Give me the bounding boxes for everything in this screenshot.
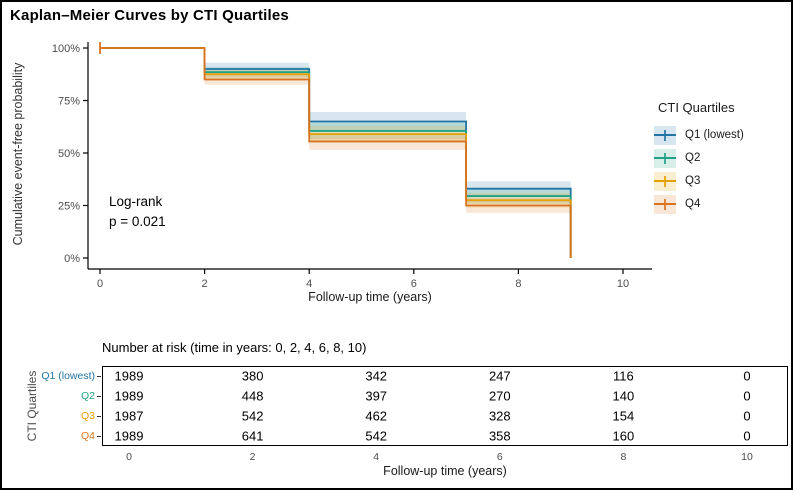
risk-count-cell: 462 — [365, 408, 388, 424]
risk-x-tick-label: 2 — [249, 451, 256, 463]
risk-row-tick — [97, 416, 101, 417]
x-tick-label: 0 — [97, 278, 103, 290]
legend-label: Q2 — [685, 152, 701, 164]
risk-x-tick-label: 8 — [620, 451, 627, 463]
risk-count-cell: 358 — [488, 428, 511, 444]
risk-count-cell: 542 — [365, 428, 388, 444]
risk-count-cell: 0 — [743, 368, 751, 384]
risk-count-cell: 270 — [488, 388, 511, 404]
y-tick-label: 100% — [52, 43, 80, 55]
risk-count-cell: 542 — [241, 408, 264, 424]
risk-count-cell: 154 — [612, 408, 635, 424]
x-tick-label: 8 — [515, 278, 521, 290]
risk-table-title: Number at risk (time in years: 0, 2, 4, … — [102, 340, 367, 355]
x-tick-label: 6 — [411, 278, 417, 290]
legend-key-icon — [654, 171, 676, 191]
risk-row-label-q1: Q1 (lowest) — [41, 370, 95, 382]
risk-row-label-q4: Q4 — [80, 430, 95, 442]
legend-key-icon — [654, 125, 676, 145]
risk-table-x-axis-title: Follow-up time (years) — [383, 464, 507, 478]
risk-x-tick-label: 6 — [496, 451, 503, 463]
x-tick-label: 10 — [617, 278, 629, 290]
risk-count-cell: 140 — [612, 388, 635, 404]
y-tick-label: 50% — [58, 148, 80, 160]
logrank-label: Log-rank — [109, 194, 163, 209]
risk-x-tick-label: 10 — [741, 451, 753, 463]
risk-x-tick-label: 0 — [126, 451, 132, 463]
x-axis-title: Follow-up time (years) — [308, 290, 432, 304]
km-curve-3 — [100, 47, 572, 258]
legend-item-q3: Q3 — [654, 171, 791, 191]
x-tick-label: 4 — [306, 278, 312, 290]
risk-count-cell: 160 — [612, 428, 635, 444]
risk-count-cell: 1987 — [114, 408, 144, 424]
km-curve-1 — [100, 47, 572, 258]
risk-count-cell: 0 — [743, 388, 751, 404]
risk-row-label-q3: Q3 — [80, 410, 95, 422]
legend-label: Q3 — [685, 175, 701, 187]
legend-key-icon — [654, 148, 676, 168]
legend-label: Q4 — [685, 198, 701, 210]
risk-count-cell: 328 — [488, 408, 511, 424]
legend-key-cross — [664, 175, 666, 187]
risk-count-cell: 0 — [743, 428, 751, 444]
risk-row-tick — [97, 396, 101, 397]
legend-key-icon — [654, 194, 676, 214]
risk-count-cell: 448 — [241, 388, 264, 404]
legend-item-q1: Q1 (lowest) — [654, 125, 791, 145]
km-curve-2 — [100, 47, 572, 258]
risk-count-cell: 1989 — [114, 388, 144, 404]
risk-count-cell: 641 — [241, 428, 264, 444]
legend-item-q2: Q2 — [654, 148, 791, 168]
legend-items: Q1 (lowest) Q2 Q3 Q4 — [654, 125, 791, 214]
risk-count-cell: 380 — [241, 368, 264, 384]
risk-count-cell: 397 — [365, 388, 388, 404]
risk-x-tick-label: 4 — [373, 451, 380, 463]
legend-title: CTI Quartiles — [658, 100, 735, 115]
risk-count-cell: 1989 — [114, 428, 144, 444]
legend-key-cross — [664, 152, 666, 164]
y-tick-label: 0% — [64, 253, 80, 265]
risk-count-cell: 247 — [488, 368, 511, 384]
x-tick-label: 2 — [202, 278, 208, 290]
legend-item-q4: Q4 — [654, 194, 791, 214]
legend-label: Q1 (lowest) — [685, 129, 744, 141]
legend: CTI Quartiles Q1 (lowest) Q2 Q3 Q4 — [654, 100, 791, 217]
km-plot-canvas: 0% 25% 50% 75% 100% 0 2 4 6 8 10 — [52, 42, 652, 290]
y-tick-label: 25% — [58, 201, 80, 213]
km-curve-4 — [100, 47, 572, 258]
risk-count-cell: 1989 — [114, 368, 144, 384]
figure-title: Kaplan–Meier Curves by CTI Quartiles — [10, 7, 289, 24]
risk-row-label-q2: Q2 — [80, 390, 95, 402]
risk-count-cell: 0 — [743, 408, 751, 424]
y-axis-title: Cumulative event-free probability — [11, 62, 25, 246]
risk-row-tick — [97, 436, 101, 437]
risk-table-box — [102, 366, 788, 446]
y-tick-label: 75% — [58, 96, 80, 108]
risk-row-tick — [97, 376, 101, 377]
pvalue-label: p = 0.021 — [109, 214, 166, 229]
risk-count-cell: 116 — [613, 368, 634, 384]
legend-key-cross — [664, 198, 666, 210]
risk-count-cell: 342 — [365, 368, 388, 384]
legend-key-cross — [664, 129, 666, 141]
